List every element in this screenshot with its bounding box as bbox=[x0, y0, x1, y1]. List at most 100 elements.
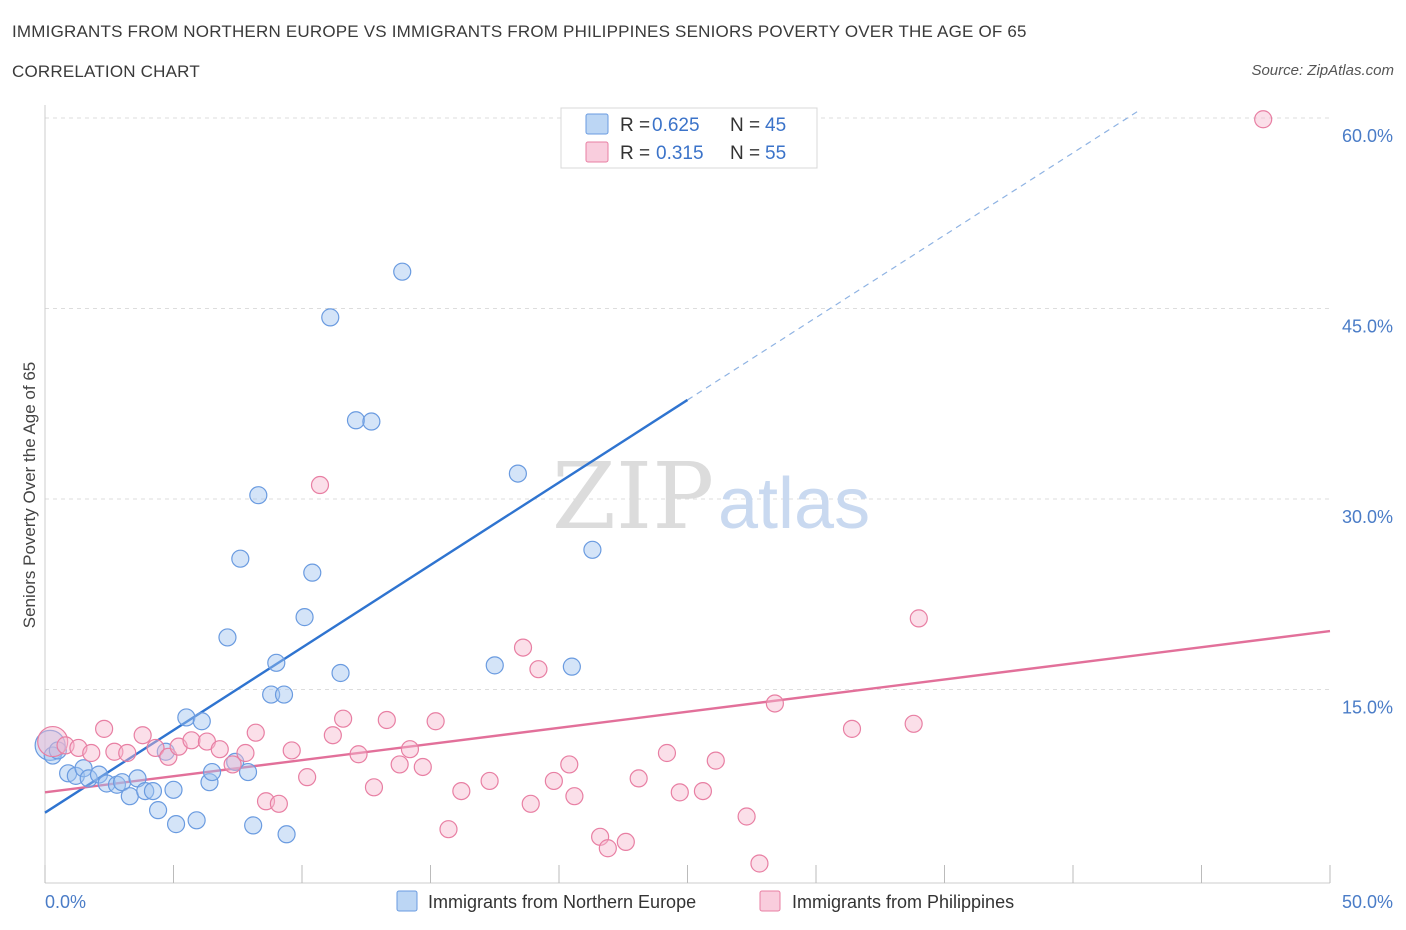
point-philippines bbox=[146, 738, 165, 758]
point-philippines bbox=[616, 832, 635, 852]
bottom-legend-swatch-northern-europe bbox=[396, 890, 418, 912]
point-northern-europe bbox=[192, 712, 211, 731]
chart-subtitle: CORRELATION CHART bbox=[12, 62, 200, 81]
point-northern-europe bbox=[583, 540, 602, 559]
point-philippines bbox=[377, 710, 396, 730]
y-tick-label: 15.0% bbox=[1342, 698, 1393, 718]
point-philippines bbox=[670, 783, 689, 802]
point-philippines bbox=[544, 771, 563, 791]
trend-line-0 bbox=[44, 398, 689, 814]
point-northern-europe bbox=[262, 685, 281, 704]
point-northern-europe bbox=[166, 815, 186, 834]
legend-n-label-2: N = bbox=[730, 143, 760, 164]
watermark-zip: ZIP bbox=[552, 443, 714, 550]
legend-swatch-northern-europe bbox=[585, 113, 609, 135]
chart-title: IMMIGRANTS FROM NORTHERN EUROPE VS IMMIG… bbox=[12, 22, 1027, 41]
grid-lines bbox=[45, 117, 1330, 690]
point-northern-europe bbox=[43, 746, 62, 765]
point-philippines bbox=[269, 794, 288, 813]
point-philippines bbox=[480, 771, 499, 791]
axes bbox=[44, 105, 1331, 884]
trend-line-extension-0 bbox=[687, 111, 1138, 401]
point-northern-europe bbox=[267, 653, 286, 672]
point-northern-europe bbox=[277, 825, 296, 844]
point-northern-europe bbox=[79, 769, 98, 788]
watermark: ZIP atlas bbox=[552, 443, 870, 550]
point-northern-europe bbox=[107, 775, 127, 794]
bottom-legend-label-northern-europe: Immigrants from Northern Europe bbox=[428, 892, 696, 912]
legend-n-label-1: N = bbox=[730, 115, 760, 136]
y-axis-label: Seniors Poverty Over the Age of 65 bbox=[20, 362, 39, 628]
point-philippines bbox=[310, 475, 330, 495]
point-philippines bbox=[133, 726, 152, 745]
point-northern-europe bbox=[74, 759, 93, 778]
point-philippines bbox=[565, 787, 584, 806]
legend-r-label-1: R = bbox=[620, 115, 650, 136]
point-philippines bbox=[426, 712, 445, 731]
point-northern-europe bbox=[164, 780, 183, 799]
point-philippines bbox=[37, 725, 69, 758]
point-philippines bbox=[529, 660, 548, 679]
point-northern-europe bbox=[321, 308, 340, 327]
data-points bbox=[34, 110, 1273, 873]
point-philippines bbox=[629, 769, 648, 788]
point-northern-europe bbox=[143, 781, 163, 801]
point-philippines bbox=[349, 745, 368, 764]
point-northern-europe bbox=[136, 781, 155, 801]
point-philippines bbox=[82, 743, 101, 763]
point-northern-europe bbox=[393, 262, 412, 281]
point-philippines bbox=[452, 781, 471, 801]
point-philippines bbox=[210, 740, 229, 759]
point-northern-europe bbox=[238, 762, 258, 782]
point-northern-europe bbox=[112, 773, 132, 792]
bottom-legend: Immigrants from Northern Europe Immigran… bbox=[396, 890, 1014, 912]
point-philippines bbox=[390, 755, 409, 774]
x-tick-label-max: 50.0% bbox=[1342, 892, 1393, 912]
legend-n-value-1: 45 bbox=[765, 115, 786, 136]
point-philippines bbox=[364, 778, 384, 797]
point-northern-europe bbox=[562, 657, 581, 676]
bottom-legend-swatch-philippines bbox=[759, 890, 781, 912]
point-philippines bbox=[657, 743, 677, 763]
point-philippines bbox=[413, 757, 432, 777]
point-philippines bbox=[909, 609, 928, 628]
legend-r-label-2: R = bbox=[620, 143, 650, 164]
source-credit: Source: ZipAtlas.com bbox=[1251, 62, 1394, 79]
point-philippines bbox=[439, 820, 458, 839]
legend-r-value-2: 0.315 bbox=[656, 143, 704, 164]
y-tick-label: 60.0% bbox=[1342, 126, 1393, 146]
x-tick-label-min: 0.0% bbox=[45, 892, 86, 912]
point-philippines bbox=[95, 719, 114, 738]
point-philippines bbox=[904, 714, 923, 733]
point-philippines bbox=[246, 723, 265, 742]
point-northern-europe bbox=[177, 708, 196, 727]
point-northern-europe bbox=[218, 628, 237, 647]
y-tick-label: 30.0% bbox=[1342, 507, 1393, 527]
legend-n-value-2: 55 bbox=[765, 143, 786, 164]
trend-lines bbox=[44, 111, 1331, 814]
x-tick-labels: 0.0% 50.0% bbox=[45, 892, 1393, 912]
point-philippines bbox=[105, 742, 124, 761]
point-northern-europe bbox=[303, 563, 322, 582]
point-northern-europe bbox=[148, 801, 168, 820]
point-northern-europe bbox=[485, 656, 504, 675]
point-philippines bbox=[706, 751, 725, 770]
point-philippines bbox=[693, 781, 713, 801]
watermark-atlas: atlas bbox=[718, 464, 870, 544]
point-philippines bbox=[1254, 110, 1273, 129]
point-philippines bbox=[182, 731, 201, 750]
point-philippines bbox=[598, 839, 617, 858]
point-philippines bbox=[118, 743, 137, 763]
point-philippines bbox=[513, 638, 533, 657]
point-northern-europe bbox=[120, 787, 139, 806]
point-northern-europe bbox=[362, 412, 381, 431]
point-northern-europe bbox=[244, 816, 263, 835]
point-northern-europe bbox=[187, 811, 206, 830]
point-northern-europe bbox=[274, 685, 294, 704]
point-philippines bbox=[223, 755, 242, 774]
point-northern-europe bbox=[231, 549, 250, 568]
point-philippines bbox=[560, 755, 579, 774]
legend-swatch-philippines bbox=[585, 141, 609, 163]
bottom-legend-label-philippines: Immigrants from Philippines bbox=[792, 892, 1014, 912]
